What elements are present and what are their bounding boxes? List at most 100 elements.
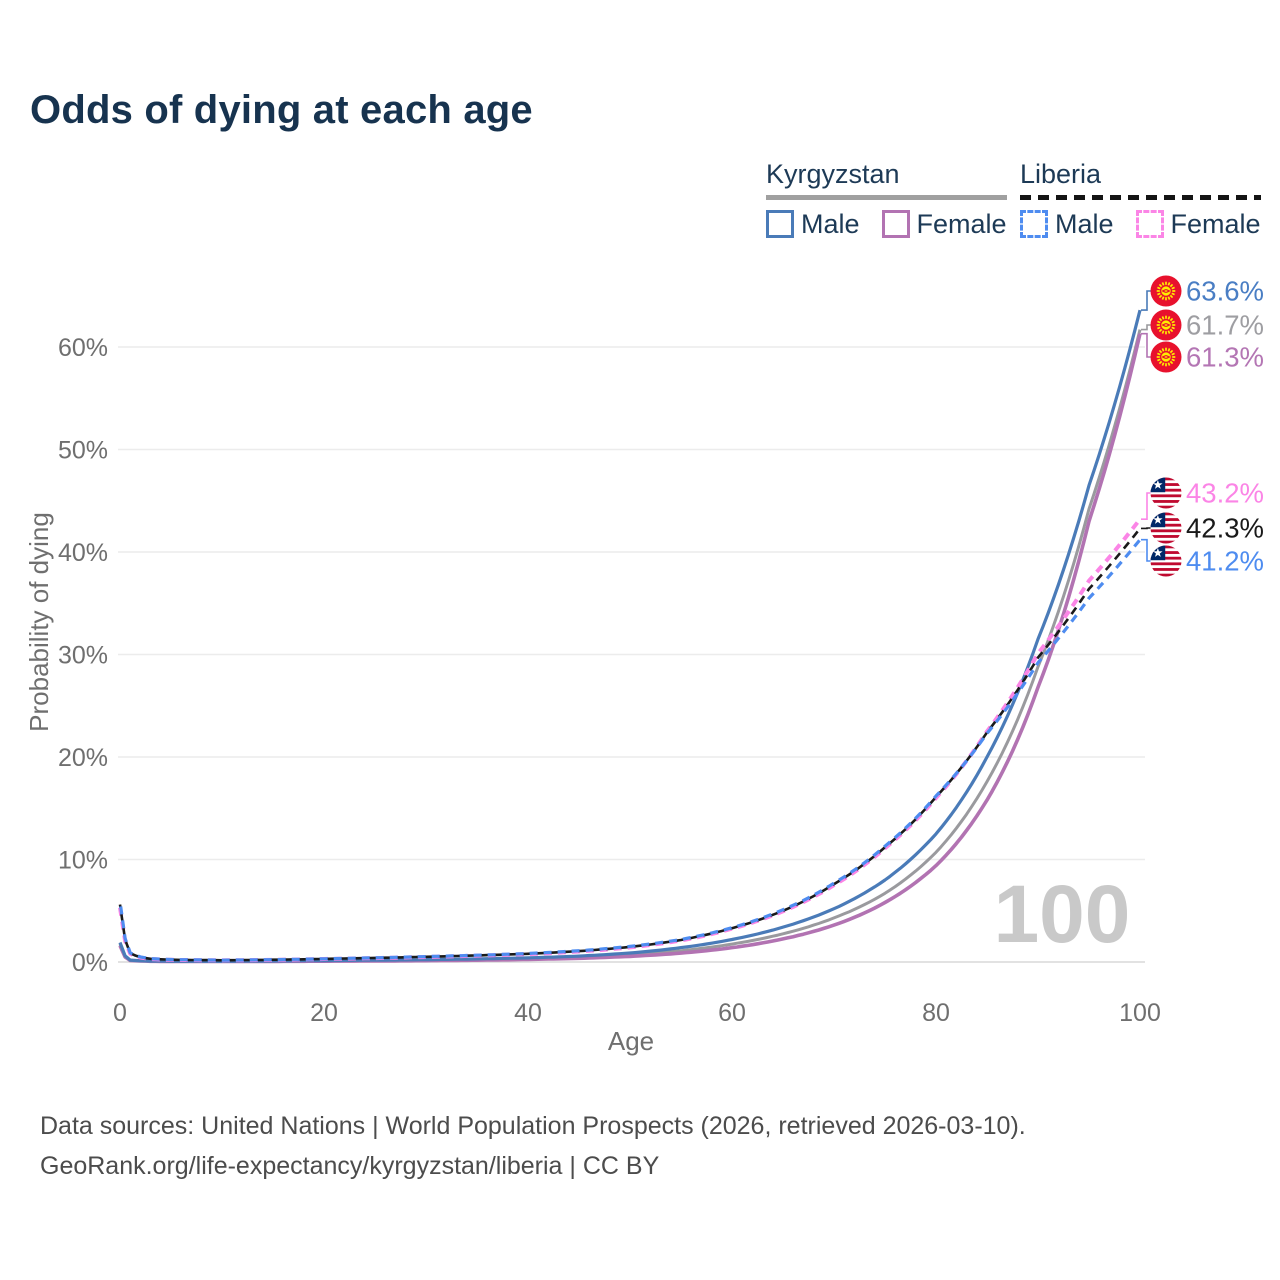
kyrgyzstan-flag-ray [1158, 360, 1163, 365]
age-watermark: 100 [994, 869, 1131, 960]
kyrgyzstan-flag-ray [1161, 282, 1165, 286]
legend-group-kyrgyzstan: Kyrgyzstan Male Female [766, 159, 1007, 240]
series-line-kg_female[interactable] [118, 333, 1142, 964]
x-tick-label: 100 [1119, 999, 1161, 1027]
kyrgyzstan-flag-ray [1158, 283, 1163, 288]
y-axis-title: Probability of dying [24, 512, 54, 732]
kyrgyzstan-flag-ray [1169, 317, 1174, 322]
legend-label: Male [1055, 208, 1114, 239]
kyrgyzstan-flag-ray [1169, 283, 1174, 288]
kyrgyzstan-flag-ray [1157, 292, 1161, 296]
kyrgyzstan-flag-ray [1161, 316, 1165, 320]
kyrgyzstan-flag-ray [1157, 326, 1161, 330]
kyrgyzstan-flag-ray [1167, 362, 1171, 366]
kyrgyzstan-flag-tunduk [1162, 355, 1170, 359]
end-value-label-lr_female: 43.2% [1186, 478, 1264, 509]
kyrgyzstan-flag-ray [1157, 352, 1161, 356]
end-label-connector-kg_both [1141, 324, 1151, 331]
liberia-male-swatch-icon [1020, 210, 1048, 239]
y-tick-label: 60% [58, 334, 108, 362]
kyrgyzstan-flag-ray [1158, 328, 1163, 333]
legend-label: Female [1170, 208, 1261, 239]
series-line-kg_male[interactable] [118, 309, 1142, 963]
liberia-flag-icon [1150, 512, 1182, 544]
liberia-flag-icon [1150, 477, 1182, 509]
kyrgyzstan-flag-sun [1161, 352, 1171, 362]
y-tick-label: 30% [58, 642, 108, 670]
y-tick-label: 0% [72, 949, 108, 977]
kyrgyzstan-flag-sun [1161, 320, 1171, 330]
x-tick-label: 60 [718, 999, 746, 1027]
kyrgyzstan-flag-ray [1167, 316, 1171, 320]
kyrgyzstan-flag-ray [1157, 286, 1161, 290]
kyrgyzstan-flag-ray [1171, 326, 1175, 330]
georank-source-link[interactable]: GeoRank.org/life-expectancy/kyrgyzstan/l… [40, 1152, 660, 1180]
kyrgyzstan-flag-ray [1158, 294, 1163, 299]
legend-item-kyrgyzstan-female[interactable]: Female [881, 208, 1007, 240]
legend-item-liberia-female[interactable]: Female [1135, 208, 1261, 240]
legend-group-liberia: Liberia Male Female [1020, 159, 1261, 240]
series-line-lr_male[interactable] [118, 538, 1142, 962]
x-tick-label: 0 [113, 999, 127, 1027]
data-sources-line: Data sources: United Nations | World Pop… [40, 1112, 1026, 1140]
kyrgyzstan-flag-ray [1169, 349, 1174, 354]
end-label-connector-lr_female [1141, 492, 1151, 520]
legend-header-kyrgyzstan: Kyrgyzstan [766, 159, 900, 189]
liberia-female-swatch-icon [1135, 210, 1164, 239]
y-tick-label: 40% [58, 539, 108, 567]
kyrgyzstan-flag-ray [1167, 282, 1171, 286]
kyrgyzstan-flag-ray [1171, 352, 1175, 356]
end-label-connector-kg_male [1141, 290, 1151, 311]
series-line-kg_both[interactable] [118, 329, 1142, 963]
kyrgyzstan-flag-ray [1169, 328, 1174, 333]
kyrgyzstan-flag-tunduk [1162, 323, 1170, 327]
kyrgyzstan-flag-ray [1171, 286, 1175, 290]
legend-label: Male [801, 208, 860, 239]
kyrgyzstan-flag-ray [1167, 296, 1171, 300]
kyrgyzstan-flag-ray [1157, 358, 1161, 362]
kyrgyzstan-flag-ray [1169, 294, 1174, 299]
kyrgyzstan-flag-ray [1158, 317, 1163, 322]
kyrgyzstan-female-swatch-icon [881, 210, 910, 239]
kyrgyzstan-flag-ray [1161, 348, 1165, 352]
kyrgyzstan-flag-ray [1171, 292, 1175, 296]
chart-title: Odds of dying at each age [30, 88, 533, 132]
end-label-connector-kg_female [1141, 332, 1151, 358]
y-tick-label: 10% [58, 847, 108, 875]
end-value-label-kg_male: 63.6% [1186, 276, 1264, 307]
y-tick-label: 50% [58, 437, 108, 465]
kyrgyzstan-flag-ray [1169, 360, 1174, 365]
end-label-connector-lr_male [1141, 538, 1151, 562]
kyrgyzstan-male-swatch-icon [766, 210, 794, 239]
kyrgyzstan-flag-ray [1171, 358, 1175, 362]
x-tick-label: 40 [514, 999, 542, 1027]
series-line-lr_female[interactable] [118, 517, 1142, 963]
kyrgyzstan-flag-sun [1161, 286, 1171, 296]
legend-item-kyrgyzstan-male[interactable]: Male [766, 209, 860, 240]
series-line-lr_both[interactable] [118, 527, 1142, 962]
kyrgyzstan-flag-ray [1161, 330, 1165, 334]
kyrgyzstan-flag-ray [1157, 320, 1161, 324]
legend-header-liberia: Liberia [1020, 159, 1102, 189]
end-value-label-kg_both: 61.7% [1186, 310, 1264, 341]
end-value-label-lr_both: 42.3% [1186, 513, 1264, 544]
data-sources-footer: Data sources: United Nations | World Pop… [40, 1106, 1026, 1186]
kyrgyzstan-flag-ray [1167, 348, 1171, 352]
kyrgyzstan-flag-ray [1167, 330, 1171, 334]
liberia-flag-icon [1150, 545, 1182, 577]
x-axis-title: Age [608, 1026, 654, 1056]
y-tick-label: 20% [58, 744, 108, 772]
legend-label: Female [916, 208, 1007, 239]
kyrgyzstan-solid-line-sample [766, 194, 1007, 200]
legend-item-liberia-male[interactable]: Male [1020, 209, 1114, 240]
x-tick-label: 80 [922, 999, 950, 1027]
kyrgyzstan-flag-ray [1158, 349, 1163, 354]
liberia-dashed-line-sample [1020, 194, 1261, 200]
end-value-label-lr_male: 41.2% [1186, 546, 1264, 577]
kyrgyzstan-flag-ray [1171, 320, 1175, 324]
kyrgyzstan-flag-ray [1161, 296, 1165, 300]
end-value-label-kg_female: 61.3% [1186, 342, 1264, 373]
kyrgyzstan-flag-tunduk [1162, 289, 1170, 293]
